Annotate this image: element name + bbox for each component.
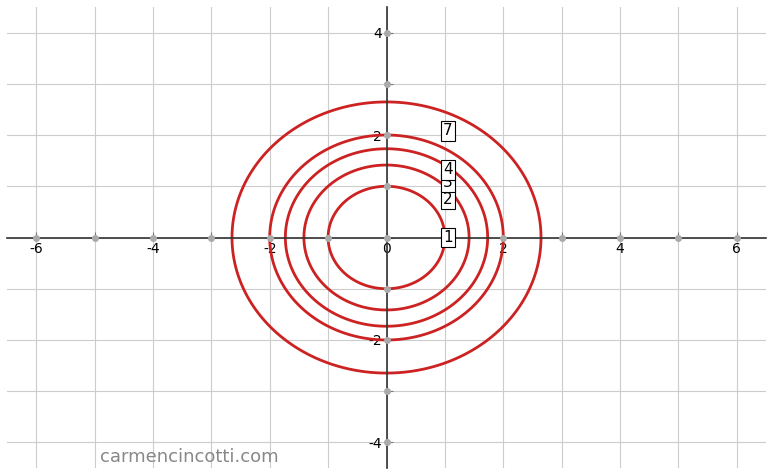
Text: 3: 3 <box>443 175 453 190</box>
Text: carmencincotti.com: carmencincotti.com <box>100 447 279 466</box>
Text: 2: 2 <box>443 191 453 207</box>
Text: 4: 4 <box>443 162 453 177</box>
Text: 1: 1 <box>443 230 453 245</box>
Text: 7: 7 <box>443 124 453 138</box>
